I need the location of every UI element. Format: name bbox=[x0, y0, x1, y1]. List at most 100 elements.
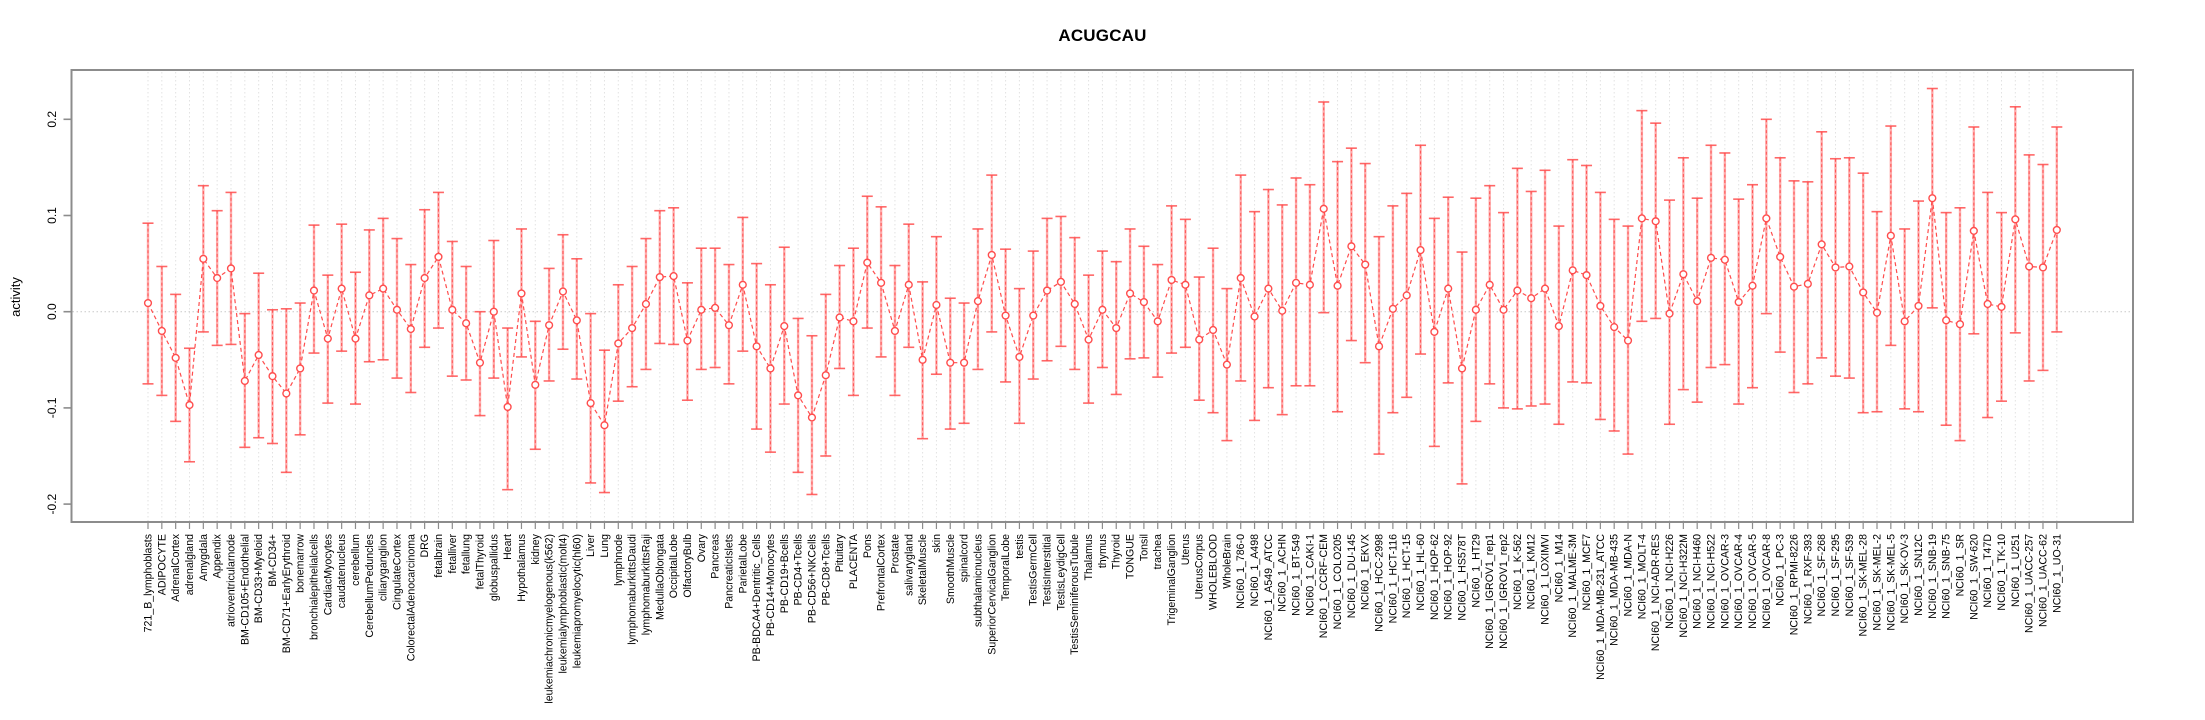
x-category-label: ADIPOCYTE bbox=[156, 534, 168, 595]
x-category-label: fetalThyroid bbox=[474, 534, 486, 589]
data-point-marker bbox=[1181, 280, 1190, 289]
x-category-label: spinalcord bbox=[959, 534, 971, 582]
data-point-marker bbox=[1886, 231, 1895, 240]
data-point-marker bbox=[1789, 282, 1799, 291]
x-category-label: CerebellumPeduncles bbox=[364, 534, 376, 638]
x-category-label: NCI60_1_A549_ATCC bbox=[1263, 534, 1275, 641]
data-point-marker bbox=[1098, 305, 1107, 314]
x-category-label: NCI60_1_HL-60 bbox=[1415, 534, 1427, 611]
x-category-label: NCI60_1_SNB-19 bbox=[1927, 534, 1939, 619]
x-category-label: TestisSeminiferousTubule bbox=[1069, 534, 1081, 655]
x-category-label: NCI60_1_HCT-116 bbox=[1387, 534, 1399, 623]
x-category-label: NCI60_1_CAKI-1 bbox=[1304, 534, 1316, 616]
x-category-label: NCI60_1_HS578T bbox=[1457, 533, 1469, 620]
data-point-marker bbox=[1195, 335, 1204, 344]
data-point-marker bbox=[1679, 270, 1688, 279]
x-category-label: NCI60_1_UO-31 bbox=[2051, 534, 2063, 613]
x-category-label: NCI60_1_SK-MEL-5 bbox=[1885, 534, 1897, 631]
x-category-label: NCI60_1_HOP-62 bbox=[1429, 534, 1441, 620]
x-category-label: NCI60_1_NCI-ADR-RES bbox=[1650, 534, 1662, 651]
data-point-marker bbox=[821, 371, 830, 380]
x-category-label: leukemiachronicmyelogenous(k562) bbox=[544, 534, 556, 704]
x-category-label: Pituitary bbox=[834, 533, 846, 572]
x-category-label: PB-BDCA4+Dentritic_Cells bbox=[751, 534, 763, 661]
x-category-label: leukemialymphoblastic(molt4) bbox=[557, 534, 569, 674]
data-point-marker bbox=[1250, 312, 1259, 321]
data-point-marker bbox=[1872, 308, 1882, 317]
y-tick-label: 0.2 bbox=[45, 111, 59, 128]
data-point-marker bbox=[766, 364, 775, 373]
x-category-label: NCI60_1_NCI-H226 bbox=[1664, 534, 1676, 629]
x-category-label: adrenalgland bbox=[184, 534, 196, 595]
x-category-label: TONGUE bbox=[1125, 534, 1137, 579]
data-point-marker bbox=[1859, 288, 1868, 297]
y-tick-label: -0.2 bbox=[45, 493, 59, 514]
data-point-marker bbox=[143, 298, 153, 308]
x-category-label: leukemiapromyelocytic(hl60) bbox=[571, 534, 583, 668]
data-point-marker bbox=[213, 273, 222, 283]
data-point-marker bbox=[1471, 305, 1480, 314]
x-category-label: NCI60_1_RPMI-8226 bbox=[1789, 534, 1801, 635]
x-category-label: NCI60_1_UACC-62 bbox=[2037, 534, 2049, 627]
data-point-marker bbox=[185, 400, 194, 410]
data-point-marker bbox=[309, 286, 319, 295]
x-category-label: NCI60_1_SW-620 bbox=[1968, 534, 1980, 620]
x-category-label: NCI60_1_EKVX bbox=[1360, 534, 1372, 610]
data-point-marker bbox=[1125, 289, 1135, 298]
x-category-label: NCI60_1_SK-MEL-2 bbox=[1872, 534, 1884, 631]
x-category-label: PB-CD14+Monocytes bbox=[765, 534, 777, 636]
x-category-label: lymphomaburkittsDaudi bbox=[627, 534, 639, 645]
x-category-label: PB-CD8+Tcells bbox=[820, 534, 832, 606]
data-point-marker bbox=[226, 264, 236, 273]
x-category-label: DRG bbox=[419, 534, 431, 558]
data-point-marker bbox=[171, 353, 180, 362]
data-point-marker bbox=[240, 376, 249, 386]
x-category-label: NCI60_1_LOXIMVI bbox=[1540, 534, 1552, 625]
x-category-label: WholeBrain bbox=[1221, 534, 1233, 589]
data-point-marker bbox=[724, 321, 734, 330]
x-category-label: NCI60_1_ACHN bbox=[1277, 534, 1289, 612]
data-point-marker bbox=[1928, 194, 1937, 203]
x-category-label: Thalamus bbox=[1083, 534, 1095, 581]
data-point-marker bbox=[932, 300, 941, 310]
x-category-label: NCI60_1_HCT-15 bbox=[1401, 534, 1413, 618]
data-point-marker bbox=[1955, 320, 1965, 329]
data-point-marker bbox=[420, 273, 429, 283]
data-point-marker bbox=[1610, 322, 1619, 332]
x-category-label: fetalbrain bbox=[433, 534, 445, 578]
x-category-label: PancreaticIslets bbox=[723, 534, 735, 609]
data-point-marker bbox=[545, 321, 554, 330]
x-category-label: NCI60_1_K-562 bbox=[1512, 534, 1524, 610]
x-category-label: PB-CD56+NKCells bbox=[806, 534, 818, 623]
data-point-marker bbox=[503, 402, 512, 412]
x-category-label: ciliaryganglion bbox=[378, 534, 390, 601]
data-point-marker bbox=[1264, 284, 1273, 293]
data-point-marker bbox=[780, 322, 789, 331]
x-category-label: Heart bbox=[502, 534, 514, 560]
data-point-marker bbox=[572, 316, 581, 325]
x-category-label: atrioventricularnode bbox=[225, 534, 237, 627]
data-point-marker bbox=[1734, 297, 1743, 307]
data-point-marker bbox=[1112, 323, 1121, 333]
data-point-marker bbox=[323, 334, 332, 343]
data-point-marker bbox=[987, 250, 996, 260]
x-category-label: NCI60_1_MCF7 bbox=[1581, 534, 1593, 611]
data-point-marker bbox=[683, 336, 692, 345]
x-category-label: NCI60_1_OVCAR-3 bbox=[1719, 534, 1731, 629]
data-point-marker bbox=[1402, 291, 1411, 300]
data-point-marker bbox=[157, 326, 166, 336]
y-tick-label: -0.1 bbox=[45, 397, 59, 418]
data-point-marker bbox=[2038, 263, 2048, 272]
x-category-label: PrefrontalCortex bbox=[876, 533, 888, 611]
data-point-marker bbox=[1042, 286, 1052, 295]
x-category-label: NCI60_1_786-0 bbox=[1235, 534, 1247, 609]
data-point-marker bbox=[1499, 305, 1508, 314]
data-point-marker bbox=[434, 252, 443, 261]
x-category-label: Pancreas bbox=[710, 534, 722, 579]
data-point-marker bbox=[863, 258, 872, 267]
data-point-marker bbox=[918, 355, 927, 364]
x-category-label: NCI60_1_DU-145 bbox=[1346, 534, 1358, 618]
x-category-label: Thyroid bbox=[1111, 534, 1123, 569]
x-category-label: globuspallidus bbox=[488, 534, 500, 601]
